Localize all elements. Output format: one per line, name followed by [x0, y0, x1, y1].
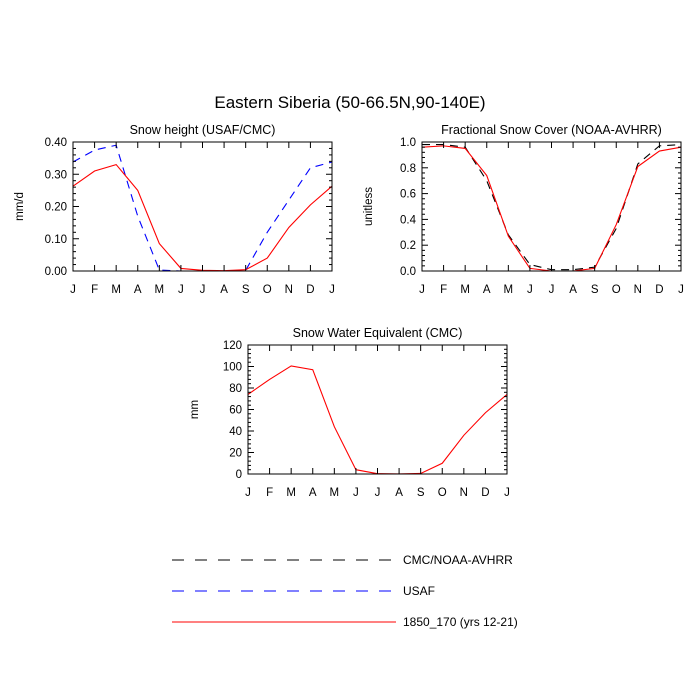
series-line	[247, 365, 508, 475]
x-tick-label: D	[481, 487, 489, 499]
x-tick-label: O	[612, 284, 621, 296]
panel-title: Snow Water Equivalent (CMC)	[293, 326, 463, 340]
y-tick-label: 120	[223, 340, 242, 352]
x-tick-label: J	[245, 487, 251, 499]
y-tick-label: 0	[236, 469, 242, 481]
x-tick-label: N	[285, 284, 293, 296]
x-tick-label: M	[460, 284, 470, 296]
y-tick-label: 60	[229, 405, 242, 417]
x-tick-label: O	[263, 284, 272, 296]
x-tick-label: O	[438, 487, 447, 499]
y-tick-label: 0.4	[400, 214, 417, 226]
x-tick-label: A	[395, 487, 403, 499]
x-tick-label: M	[155, 284, 165, 296]
x-tick-label: N	[634, 284, 642, 296]
y-axis-label: mm/d	[14, 192, 26, 221]
x-tick-label: M	[330, 487, 340, 499]
y-tick-label: 1.0	[400, 137, 416, 149]
x-tick-label: J	[375, 487, 381, 499]
x-tick-label: A	[569, 284, 577, 296]
x-tick-label: S	[591, 284, 599, 296]
y-axis-label: unitless	[363, 187, 375, 226]
x-tick-label: M	[286, 487, 296, 499]
x-tick-label: S	[242, 284, 250, 296]
panel-title: Fractional Snow Cover (NOAA-AVHRR)	[441, 123, 662, 137]
x-tick-label: J	[178, 284, 184, 296]
x-tick-label: J	[329, 284, 335, 296]
x-tick-label: J	[353, 487, 359, 499]
legend: CMC/NOAA-AVHRR USAF 1850_170 (yrs 12-21)	[172, 553, 518, 629]
x-tick-label: A	[220, 284, 228, 296]
y-tick-label: 0.10	[45, 234, 67, 246]
x-tick-label: J	[419, 284, 425, 296]
y-tick-label: 80	[229, 383, 242, 395]
x-tick-label: J	[549, 284, 555, 296]
x-tick-label: J	[70, 284, 76, 296]
plot-frame	[72, 141, 333, 272]
plot-frame	[247, 344, 508, 475]
legend-label: CMC/NOAA-AVHRR	[403, 553, 513, 567]
y-tick-label: 0.6	[400, 189, 416, 201]
panel-fractional-snow-cover: Fractional Snow Cover (NOAA-AVHRR) 0.0 0.2…	[363, 123, 684, 296]
y-tick-label: 0.2	[400, 240, 416, 252]
y-tick-label: 0.30	[45, 169, 67, 181]
y-tick-label: 40	[229, 426, 242, 438]
y-tick-label: 0.0	[400, 266, 416, 278]
y-tick-label: 0.40	[45, 137, 67, 149]
figure-title: Eastern Siberia (50-66.5N,90-140E)	[214, 93, 485, 112]
series-line	[72, 163, 333, 272]
series-line	[72, 144, 333, 272]
legend-label: 1850_170 (yrs 12-21)	[403, 615, 518, 629]
x-tick-label: M	[504, 284, 514, 296]
y-tick-label: 0.20	[45, 202, 67, 214]
x-tick-label: A	[483, 284, 491, 296]
y-tick-label: 0.8	[400, 163, 416, 175]
x-tick-label: J	[200, 284, 206, 296]
x-tick-label: F	[440, 284, 447, 296]
series-line	[421, 145, 682, 272]
x-tick-label: D	[655, 284, 663, 296]
x-tick-label: M	[111, 284, 121, 296]
x-tick-label: F	[266, 487, 273, 499]
x-tick-label: J	[504, 487, 510, 499]
x-tick-label: N	[460, 487, 468, 499]
x-tick-label: A	[134, 284, 142, 296]
x-tick-label: D	[306, 284, 314, 296]
x-tick-label: A	[309, 487, 317, 499]
y-axis-label: mm	[189, 400, 201, 419]
x-tick-label: F	[91, 284, 98, 296]
panel-title: Snow height (USAF/CMC)	[130, 123, 276, 137]
x-tick-label: J	[527, 284, 533, 296]
y-tick-label: 100	[223, 362, 242, 374]
x-tick-label: S	[417, 487, 425, 499]
y-tick-label: 20	[229, 448, 242, 460]
legend-label: USAF	[403, 584, 435, 598]
plot-frame	[421, 141, 682, 272]
x-tick-label: J	[678, 284, 684, 296]
y-tick-label: 0.00	[45, 266, 67, 278]
panel-snow-water-equivalent: Snow Water Equivalent (CMC) 0 20 40 60 80 100 1…	[189, 326, 510, 499]
panel-snow-height: Snow height (USAF/CMC) 0.00 0.10 0.20 0.30 0.…	[14, 123, 335, 296]
